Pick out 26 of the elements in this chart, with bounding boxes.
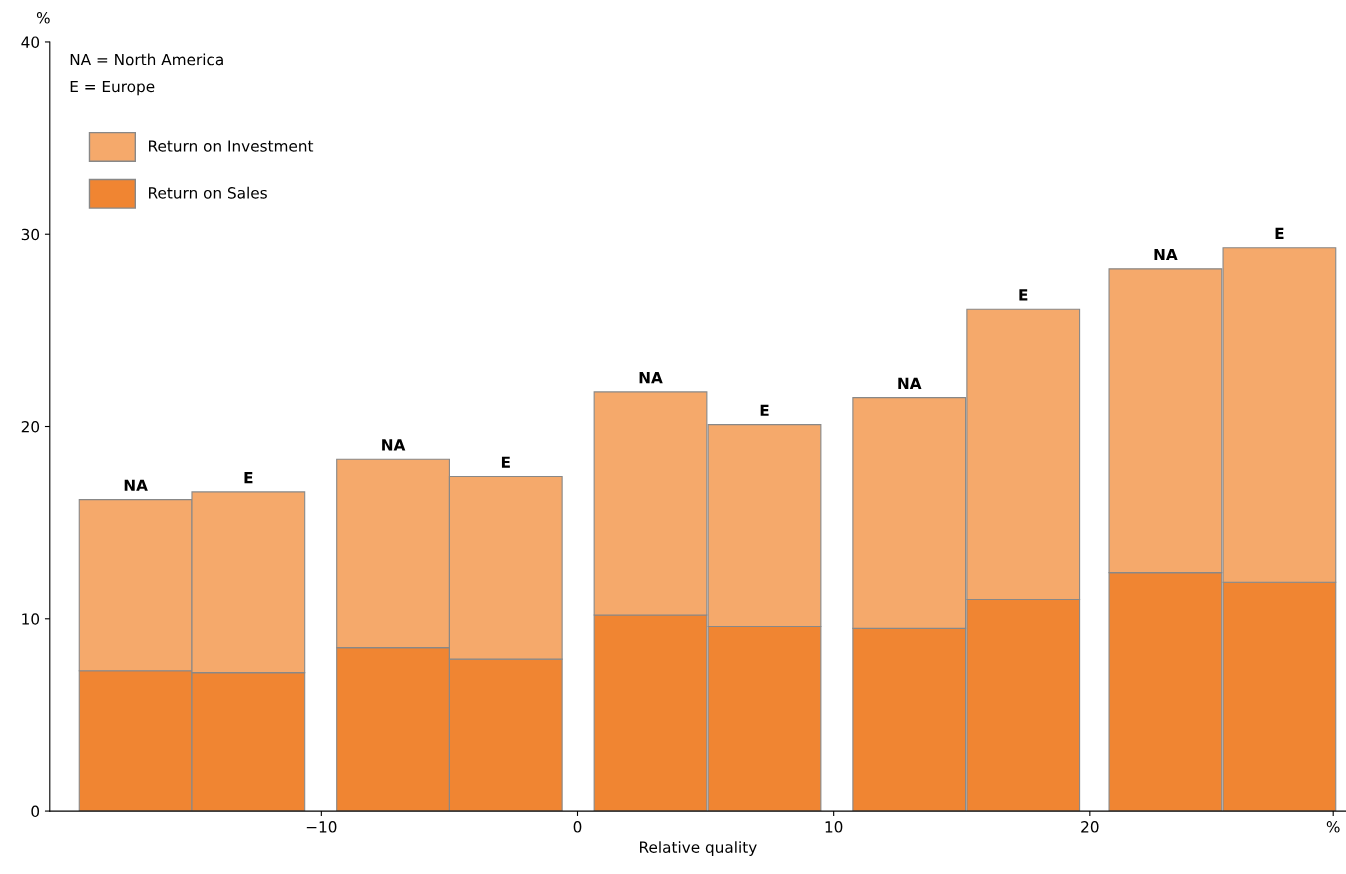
y-tick-label: 0 bbox=[31, 805, 40, 818]
y-axis-title: % bbox=[36, 12, 50, 24]
x-tick-label: −10 bbox=[306, 821, 337, 833]
x-tick-label: 10 bbox=[825, 821, 843, 833]
y-tick-label: 10 bbox=[22, 613, 40, 625]
y-tick-label: 20 bbox=[21, 420, 40, 433]
annotation: NA bbox=[1154, 248, 1178, 261]
x-axis-title: Relative quality bbox=[640, 841, 757, 856]
annotation: NA bbox=[382, 439, 406, 451]
x-tick-label: 0 bbox=[573, 821, 582, 833]
x-tick-label: 20 bbox=[1081, 821, 1099, 833]
annotation: E bbox=[244, 472, 253, 484]
y-tick-label: 40 bbox=[21, 36, 40, 48]
annotation: NA bbox=[898, 377, 922, 389]
annotation: E bbox=[501, 456, 510, 468]
annotation: NA bbox=[124, 479, 148, 491]
annotation: E bbox=[760, 404, 769, 416]
y-tick-label: 30 bbox=[21, 228, 40, 241]
legend-label: Return on Sales bbox=[149, 186, 267, 199]
x-tick-label: % bbox=[1326, 821, 1340, 833]
annotation: NA bbox=[639, 372, 663, 384]
annotation: E = Europe bbox=[70, 80, 155, 96]
legend-label: Return on Investment bbox=[149, 140, 314, 152]
annotation: E bbox=[1275, 227, 1284, 239]
annotation: NA = North America bbox=[70, 53, 223, 66]
annotation: E bbox=[1019, 289, 1028, 301]
